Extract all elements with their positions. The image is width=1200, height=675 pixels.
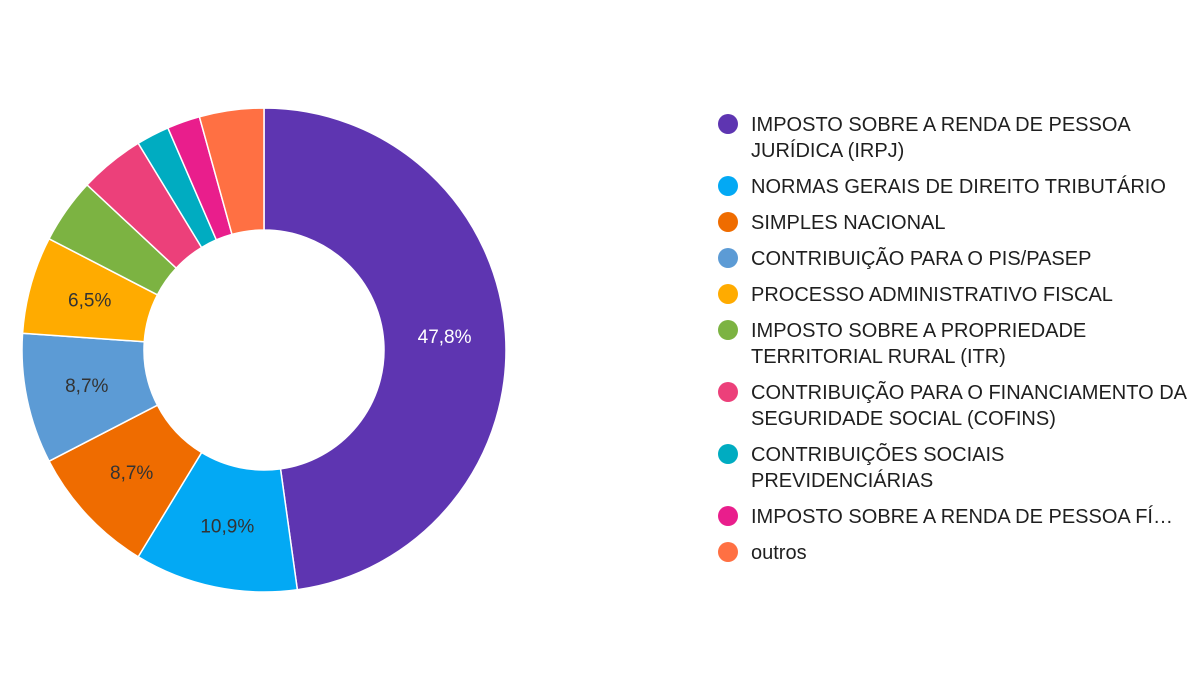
slice-value-label: 8,7% [65, 376, 108, 397]
legend-label: SIMPLES NACIONAL [751, 212, 946, 234]
legend-swatch [718, 114, 738, 134]
legend-item[interactable]: PROCESSO ADMINISTRATIVO FISCAL [718, 282, 1198, 308]
legend-swatch [718, 320, 738, 340]
legend-item[interactable]: NORMAS GERAIS DE DIREITO TRIBUTÁRIO [718, 174, 1198, 200]
legend-label: IMPOSTO SOBRE A RENDA DE PESSOA FÍ… [751, 506, 1173, 528]
legend-swatch [718, 382, 738, 402]
legend-label: IMPOSTO SOBRE A PROPRIEDADE TERRITORIAL … [751, 320, 1087, 368]
legend-item[interactable]: SIMPLES NACIONAL [718, 210, 1198, 236]
legend-swatch [718, 248, 738, 268]
slice-value-label: 47,8% [418, 327, 472, 348]
donut-svg: 47,8% 10,9% 8,7% 8,7% 6,5% [21, 107, 507, 593]
legend-swatch [718, 176, 738, 196]
legend-swatch [718, 284, 738, 304]
legend-label: IMPOSTO SOBRE A RENDA DE PESSOA JURÍDICA… [751, 114, 1130, 162]
legend-swatch [718, 506, 738, 526]
legend-label: CONTRIBUIÇÃO PARA O PIS/PASEP [751, 248, 1092, 270]
legend-item[interactable]: IMPOSTO SOBRE A RENDA DE PESSOA FÍ… [718, 504, 1198, 530]
slice-value-label: 8,7% [110, 463, 153, 484]
legend-swatch [718, 444, 738, 464]
slice-value-label: 6,5% [68, 291, 111, 312]
legend-label: outros [751, 542, 807, 564]
legend-swatch [718, 212, 738, 232]
legend-label: CONTRIBUIÇÃO PARA O FINANCIAMENTO DA SEG… [751, 382, 1186, 430]
legend-swatch [718, 542, 738, 562]
legend-label: PROCESSO ADMINISTRATIVO FISCAL [751, 284, 1113, 306]
slice-value-label: 10,9% [200, 517, 254, 538]
legend-label: NORMAS GERAIS DE DIREITO TRIBUTÁRIO [751, 176, 1166, 198]
legend-item[interactable]: CONTRIBUIÇÃO PARA O FINANCIAMENTO DA SEG… [718, 380, 1198, 432]
legend-label: CONTRIBUIÇÕES SOCIAIS PREVIDENCIÁRIAS [751, 444, 1005, 492]
donut-slice-1[interactable] [263, 107, 507, 591]
legend-item[interactable]: IMPOSTO SOBRE A RENDA DE PESSOA JURÍDICA… [718, 112, 1198, 164]
legend: IMPOSTO SOBRE A RENDA DE PESSOA JURÍDICA… [718, 112, 1198, 576]
donut-slice-10[interactable] [198, 107, 265, 236]
legend-item[interactable]: IMPOSTO SOBRE A PROPRIEDADE TERRITORIAL … [718, 318, 1198, 370]
legend-item[interactable]: CONTRIBUIÇÃO PARA O PIS/PASEP [718, 246, 1198, 272]
legend-item[interactable]: outros [718, 540, 1198, 566]
legend-item[interactable]: CONTRIBUIÇÕES SOCIAIS PREVIDENCIÁRIAS [718, 442, 1198, 494]
